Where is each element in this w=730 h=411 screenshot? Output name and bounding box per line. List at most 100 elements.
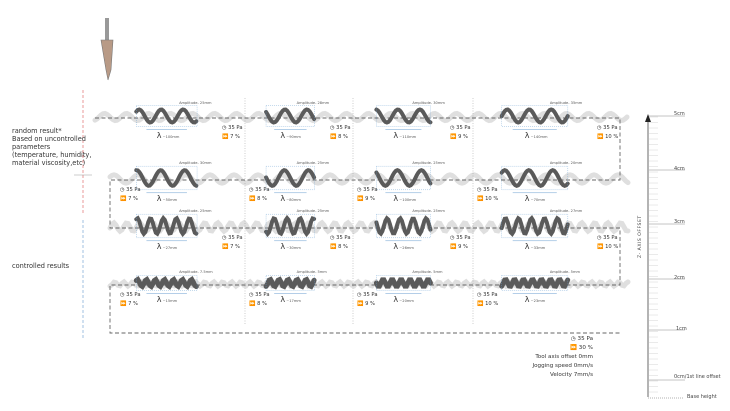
amplitude-guide (376, 105, 431, 127)
pressure-label: ◷ 35 Pa (450, 125, 471, 131)
printed-strand (374, 215, 433, 237)
wavelength-label: λ ~110mm (393, 130, 417, 140)
speed-label: ⏩ 8 % (249, 301, 267, 307)
amplitude-label: Amplitude- 30mm (412, 100, 445, 105)
amplitude-label: Amplitude- 35mm (549, 100, 583, 105)
amplitude-guide (376, 275, 431, 291)
amplitude-label: Amplitude- 28mm (296, 100, 330, 105)
pressure-label: ◷ 35 Pa (597, 235, 618, 241)
amplitude-guide (501, 213, 569, 238)
tick-label: 4cm (674, 166, 685, 172)
lambda-symbol: λ (156, 241, 162, 251)
pressure-label: ◷ 35 Pa (222, 235, 243, 241)
speed-label: ⏩ 10 % (597, 134, 619, 140)
tick-label: 5cm (674, 111, 685, 117)
wavelength-label: λ ~33mm (524, 241, 546, 251)
controlled-results-note: controlled results (12, 262, 70, 270)
nozzle-icon (105, 18, 109, 40)
lambda-symbol: λ (156, 193, 162, 203)
speed-label: ⏩ 7 % (222, 244, 240, 250)
speed-label: ⏩ 9 % (357, 301, 375, 307)
printed-strand (133, 275, 199, 291)
amplitude-label: Amplitude- 25mm (412, 161, 445, 166)
amplitude-guide (265, 213, 315, 238)
lambda-symbol: λ (156, 130, 162, 140)
toolpath-dashed (95, 117, 621, 334)
amplitude-label: Amplitude- 5mm (296, 270, 327, 275)
amplitude-guide (265, 105, 315, 127)
amplitude-guide (501, 165, 569, 190)
note-line: Based on uncontrolled (12, 135, 86, 143)
lambda-symbol: λ (524, 193, 530, 203)
z-axis-arrow-icon (645, 114, 651, 122)
wavelength-label: λ ~100mm (393, 193, 417, 203)
velocity: Velocity 7mm/s (550, 372, 593, 378)
lambda-symbol: λ (524, 241, 530, 251)
printed-strand (499, 277, 571, 289)
amplitude-guide (136, 165, 198, 190)
printed-strand (134, 214, 199, 238)
amplitude-label: Amplitude- 25mm (412, 209, 445, 214)
wavelength-label: λ ~50mm (156, 193, 178, 203)
note-line: parameters (12, 143, 51, 151)
note-line: (temperature, humidity, (12, 151, 92, 159)
printed-strand (134, 168, 199, 188)
amplitude-label: Amplitude- 5mm (549, 270, 580, 275)
amplitude-label: Amplitude- 25mm (179, 209, 212, 214)
tick-label: 3cm (674, 219, 685, 225)
tool-axis-offset: Tool axis offset 0mm (535, 354, 593, 360)
note-line: material viscosity,etc) (12, 159, 86, 167)
z-axis-title: Z- AXIS OFFSET (638, 215, 643, 258)
amplitude-label: Amplitude- 20mm (549, 161, 583, 166)
lambda-symbol: λ (280, 130, 286, 140)
amplitude-guide (265, 275, 315, 291)
amplitude-label: Amplitude- 27mm (549, 209, 583, 214)
speed-label: ⏩ 9 % (450, 134, 468, 140)
light-strand (107, 172, 631, 186)
pressure-label: ◷ 35 Pa (477, 187, 498, 193)
lambda-symbol: λ (280, 294, 286, 304)
pressure-label: ◷ 35 Pa (120, 292, 141, 298)
speed-label: ⏩ 9 % (450, 244, 468, 250)
tick-label: 2cm (674, 275, 685, 281)
final-pressure: ◷ 35 Pa (570, 336, 593, 342)
amplitude-guide (501, 105, 569, 127)
amplitude-guide (376, 213, 431, 238)
amplitude-guide (376, 165, 431, 190)
wavelength-label: λ ~20mm (393, 294, 414, 304)
random-result-note: random result* Based on uncontrolled par… (12, 127, 91, 167)
note-line: random result* (12, 127, 62, 135)
pressure-label: ◷ 35 Pa (120, 187, 141, 193)
speed-label: ⏩ 7 % (120, 196, 138, 202)
lambda-symbol: λ (393, 130, 399, 140)
printed-strand (499, 168, 570, 188)
lambda-symbol: λ (393, 294, 399, 304)
pressure-label: ◷ 35 Pa (330, 235, 351, 241)
printed-strand (374, 107, 433, 125)
speed-label: ⏩ 7 % (222, 134, 240, 140)
speed-label: ⏩ 10 % (477, 196, 499, 202)
printed-strand (263, 276, 317, 290)
wavelength-label: λ ~30mm (280, 241, 301, 251)
wavelength-label: λ ~26mm (393, 241, 414, 251)
wavelength-label: λ ~27mm (156, 241, 178, 251)
lambda-symbol: λ (393, 193, 399, 203)
wavelength-label: λ ~140mm (524, 130, 548, 140)
amplitude-guide (265, 165, 315, 190)
amplitude-label: Amplitude- 30mm (179, 161, 212, 166)
wavelength-label: λ ~80mm (280, 193, 301, 203)
lambda-symbol: λ (393, 241, 399, 251)
speed-label: ⏩ 9 % (357, 196, 375, 202)
wavelength-label: λ ~23mm (524, 294, 546, 304)
amplitude-guide (136, 105, 198, 127)
final-speed: ⏩ 30 % (570, 345, 593, 351)
lambda-symbol: λ (524, 294, 530, 304)
printed-strand (373, 277, 433, 289)
amplitude-label: Amplitude- 25mm (296, 209, 330, 214)
printed-strand (499, 215, 570, 237)
amplitude-label: Amplitude- 25mm (296, 161, 330, 166)
nozzle-tip (100, 39, 114, 81)
printed-strand (374, 168, 433, 188)
lambda-symbol: λ (524, 130, 530, 140)
